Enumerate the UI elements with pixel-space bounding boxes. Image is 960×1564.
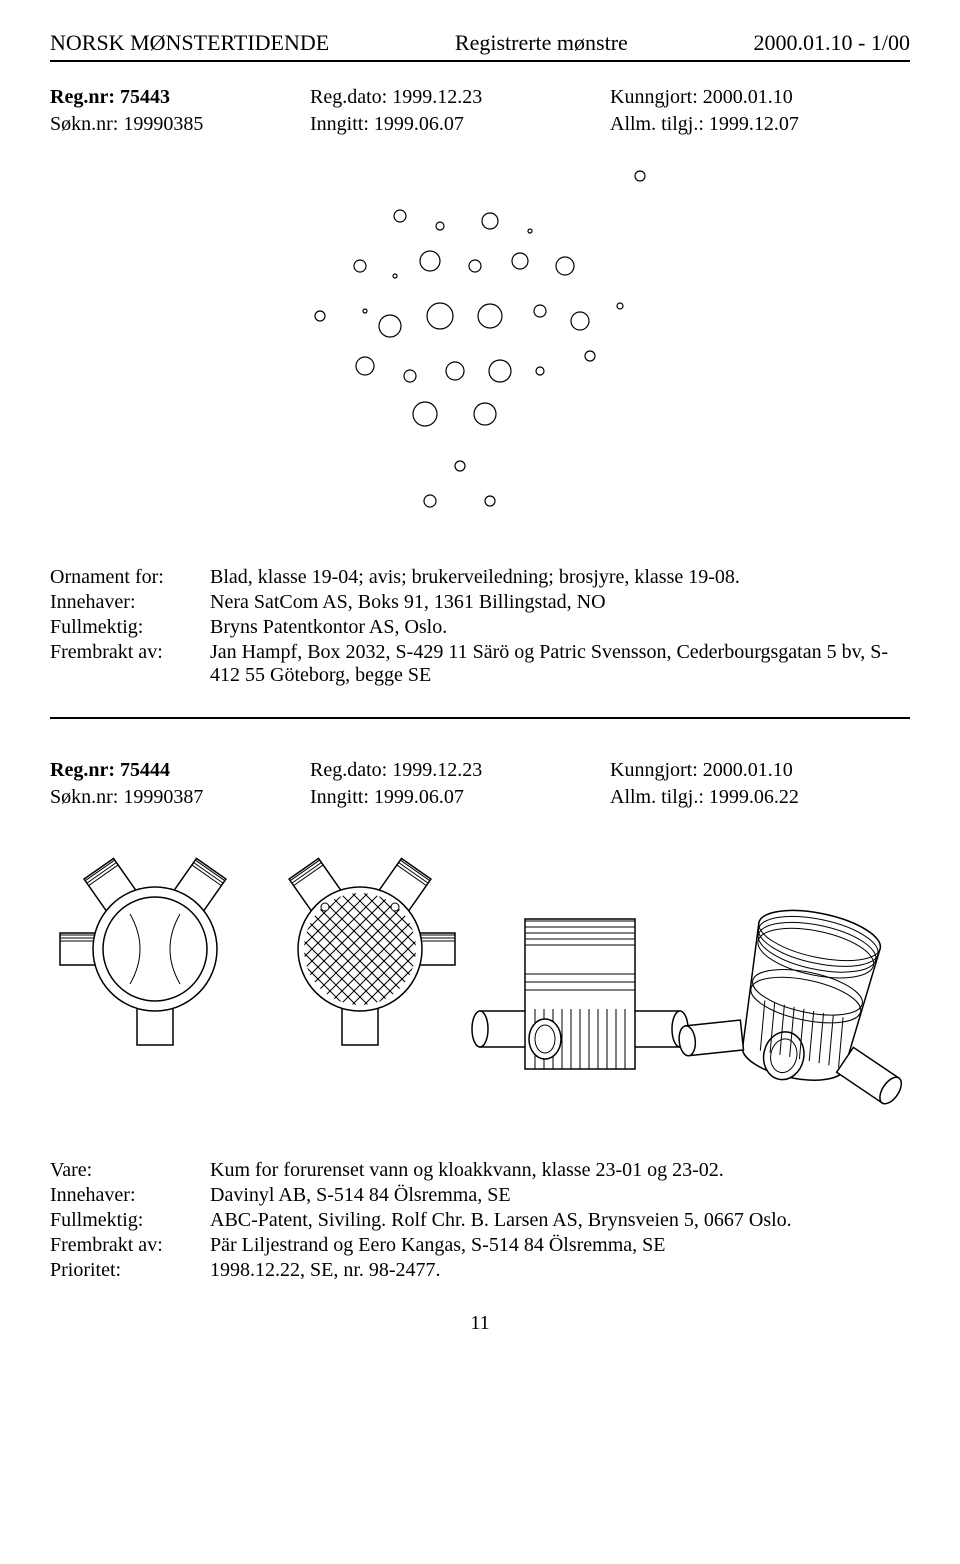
- sokn-nr-label: Søkn.nr:: [50, 113, 118, 135]
- allm: 1999.06.22: [709, 786, 799, 808]
- detail-value: Pär Liljestrand og Eero Kangas, S-514 84…: [210, 1234, 910, 1257]
- inngitt: 1999.06.07: [374, 786, 464, 808]
- detail-value: ABC-Patent, Siviling. Rolf Chr. B. Larse…: [210, 1209, 910, 1232]
- detail-value: Jan Hampf, Box 2032, S-429 11 Särö og Pa…: [210, 641, 910, 687]
- detail-value: 1998.12.22, SE, nr. 98-2477.: [210, 1259, 910, 1282]
- reg-nr: 75444: [120, 759, 170, 781]
- detail-label: Prioritet:: [50, 1259, 210, 1282]
- detail-label: Fullmektig:: [50, 1209, 210, 1232]
- entry-2: Reg.nr: 75444 Reg.dato: 1999.12.23 Kunng…: [50, 759, 910, 1282]
- reg-dato: 1999.12.23: [392, 86, 482, 108]
- kunngjort-label: Kunngjort:: [610, 759, 698, 781]
- kunngjort: 2000.01.10: [703, 86, 793, 108]
- detail-value: Kum for forurenset vann og kloakkvann, k…: [210, 1159, 910, 1182]
- detail-value: Blad, klasse 19-04; avis; brukerveiledni…: [210, 566, 910, 589]
- allm-label: Allm. tilgj.:: [610, 786, 704, 808]
- detail-label: Innehaver:: [50, 1184, 210, 1207]
- reg-nr-label: Reg.nr:: [50, 759, 115, 781]
- page-number: 11: [50, 1312, 910, 1335]
- figure-dots: [50, 156, 910, 536]
- inngitt-label: Inngitt:: [310, 786, 369, 808]
- reg-nr: 75443: [120, 86, 170, 108]
- kunngjort-label: Kunngjort:: [610, 86, 698, 108]
- entry-1: Reg.nr: 75443 Reg.dato: 1999.12.23 Kunng…: [50, 86, 910, 687]
- detail-label: Frembrakt av:: [50, 641, 210, 687]
- allm-label: Allm. tilgj.:: [610, 113, 704, 135]
- detail-label: Frembrakt av:: [50, 1234, 210, 1257]
- reg-dato-label: Reg.dato:: [310, 86, 387, 108]
- figure-kum: [50, 829, 910, 1129]
- detail-label: Vare:: [50, 1159, 210, 1182]
- header-left: NORSK MØNSTERTIDENDE: [50, 30, 329, 56]
- kunngjort: 2000.01.10: [703, 759, 793, 781]
- entry-divider: [50, 717, 910, 719]
- sokn-nr: 19990387: [123, 786, 203, 808]
- entry-1-details: Ornament for: Blad, klasse 19-04; avis; …: [50, 566, 910, 687]
- page-header: NORSK MØNSTERTIDENDE Registrerte mønstre…: [50, 30, 910, 62]
- entry-2-details: Vare: Kum for forurenset vann og kloakkv…: [50, 1159, 910, 1282]
- sokn-nr-label: Søkn.nr:: [50, 786, 118, 808]
- detail-label: Innehaver:: [50, 591, 210, 614]
- reg-dato: 1999.12.23: [392, 759, 482, 781]
- inngitt-label: Inngitt:: [310, 113, 369, 135]
- reg-nr-label: Reg.nr:: [50, 86, 115, 108]
- sokn-nr: 19990385: [123, 113, 203, 135]
- header-right: 2000.01.10 - 1/00: [754, 30, 910, 56]
- detail-label: Ornament for:: [50, 566, 210, 589]
- detail-value: Davinyl AB, S-514 84 Ölsremma, SE: [210, 1184, 910, 1207]
- inngitt: 1999.06.07: [374, 113, 464, 135]
- detail-value: Nera SatCom AS, Boks 91, 1361 Billingsta…: [210, 591, 910, 614]
- allm: 1999.12.07: [709, 113, 799, 135]
- detail-label: Fullmektig:: [50, 616, 210, 639]
- detail-value: Bryns Patentkontor AS, Oslo.: [210, 616, 910, 639]
- reg-dato-label: Reg.dato:: [310, 759, 387, 781]
- header-center: Registrerte mønstre: [455, 30, 628, 56]
